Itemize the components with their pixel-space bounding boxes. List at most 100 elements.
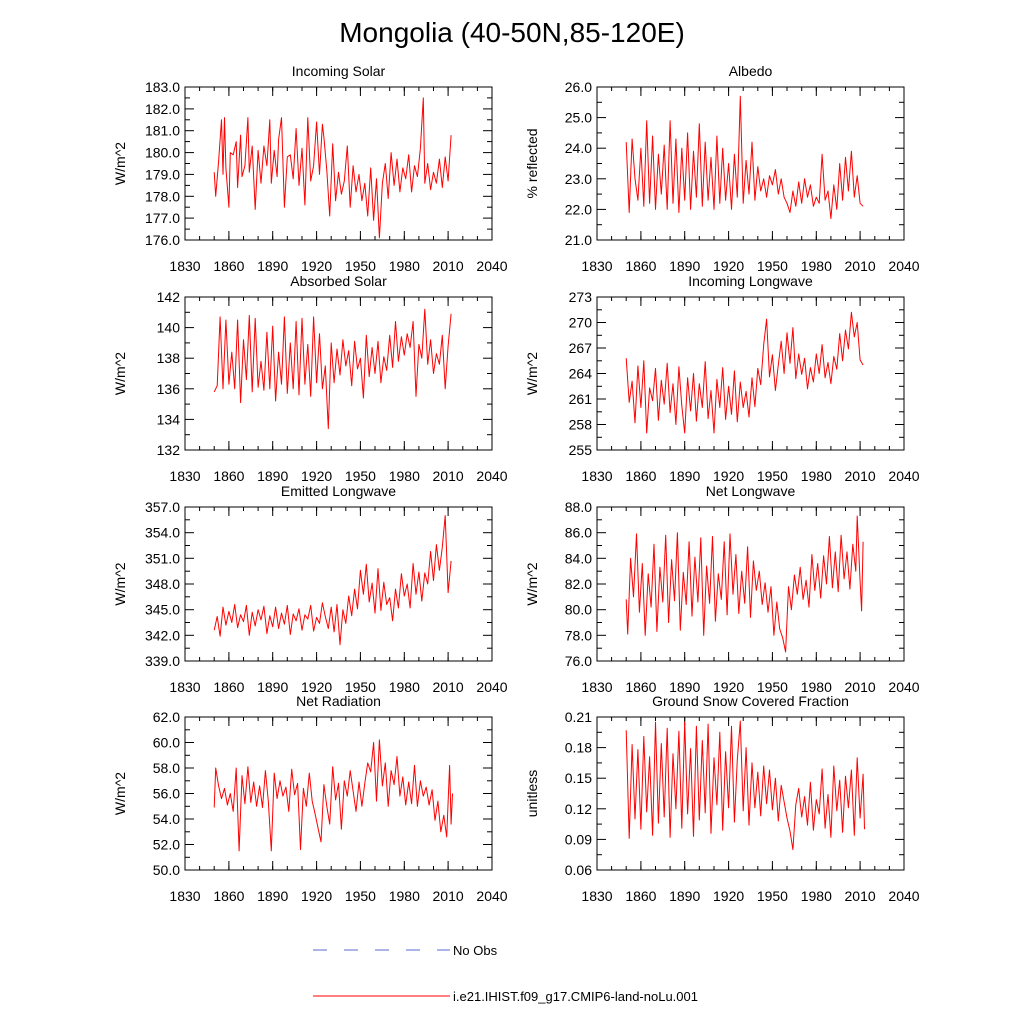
x-tick-label: 2040	[888, 888, 919, 904]
x-tick-label: 1830	[169, 258, 200, 274]
panel-4: 1830 1860 1890 1920 1950 1980 2010 2040 339.0 342…	[112, 483, 508, 695]
series-line	[213, 739, 453, 852]
y-axis-label: W/m^2	[112, 772, 128, 815]
x-tick-label: 2040	[476, 258, 507, 274]
x-tick-label: 2010	[433, 888, 464, 904]
series-line	[625, 720, 865, 851]
x-tick-label: 2010	[433, 468, 464, 484]
x-tick-label: 2040	[888, 679, 919, 695]
y-tick-label: 84.0	[565, 550, 592, 566]
panel-0: 1830 1860 1890 1920 1950 1980 2010 2040 176.0 177…	[112, 63, 508, 274]
y-tick-label: 56.0	[153, 786, 180, 802]
x-tick-label: 1920	[713, 468, 744, 484]
x-tick-label: 1860	[625, 679, 656, 695]
x-tick-label: 1980	[389, 258, 420, 274]
x-tick-label: 2010	[845, 258, 876, 274]
y-tick-label: 82.0	[565, 576, 592, 592]
x-tick-label: 1860	[213, 679, 244, 695]
x-tick-label: 1920	[301, 679, 332, 695]
y-tick-label: 264	[569, 366, 593, 382]
panel-title: Net Radiation	[296, 693, 381, 709]
y-tick-label: 178.0	[145, 188, 180, 204]
x-tick-label: 1920	[713, 679, 744, 695]
y-tick-label: 76.0	[565, 653, 592, 669]
plot-frame	[184, 296, 493, 451]
x-tick-label: 1980	[389, 888, 420, 904]
x-tick-label: 1860	[625, 888, 656, 904]
x-tick-label: 1920	[301, 468, 332, 484]
y-tick-label: 357.0	[145, 499, 180, 515]
panel-7: 1830 1860 1890 1920 1950 1980 2010 2040 0.06 0.09…	[524, 693, 920, 904]
x-tick-label: 1950	[345, 468, 376, 484]
y-tick-label: 339.0	[145, 653, 180, 669]
x-tick-label: 1980	[389, 679, 420, 695]
x-tick-label: 1980	[389, 468, 420, 484]
panel-1: 1830 1860 1890 1920 1950 1980 2010 2040 21.0 22.0…	[524, 63, 920, 274]
y-tick-label: 270	[569, 315, 593, 331]
x-tick-label: 1950	[757, 258, 788, 274]
x-tick-label: 1890	[257, 679, 288, 695]
x-tick-label: 1890	[257, 888, 288, 904]
y-tick-label: 140	[157, 320, 181, 336]
y-tick-label: 255	[569, 442, 593, 458]
x-tick-label: 1950	[757, 468, 788, 484]
plot-frame	[596, 86, 905, 241]
y-tick-label: 267	[569, 340, 593, 356]
panel-title: Ground Snow Covered Fraction	[652, 693, 849, 709]
plot-frame	[184, 716, 493, 871]
panel-2: 1830 1860 1890 1920 1950 1980 2010 2040 132 134 13…	[112, 273, 508, 484]
y-tick-label: 0.09	[565, 831, 592, 847]
panel-title: Absorbed Solar	[290, 273, 387, 289]
x-tick-label: 1830	[581, 888, 612, 904]
x-tick-label: 1860	[213, 888, 244, 904]
y-tick-label: 261	[569, 391, 593, 407]
x-tick-label: 1950	[345, 258, 376, 274]
y-tick-label: 138	[157, 350, 181, 366]
x-tick-label: 1830	[169, 679, 200, 695]
x-tick-label: 1830	[581, 468, 612, 484]
y-tick-label: 273	[569, 289, 593, 305]
y-tick-label: 183.0	[145, 79, 180, 95]
x-tick-label: 1950	[757, 888, 788, 904]
x-tick-label: 1890	[257, 258, 288, 274]
x-tick-label: 2040	[888, 258, 919, 274]
y-tick-label: 179.0	[145, 166, 180, 182]
x-tick-label: 1860	[625, 468, 656, 484]
x-tick-label: 2010	[433, 258, 464, 274]
series-line	[213, 97, 452, 239]
y-tick-label: 258	[569, 417, 593, 433]
x-tick-label: 1920	[713, 888, 744, 904]
y-tick-label: 0.21	[565, 709, 592, 725]
x-tick-label: 1830	[169, 468, 200, 484]
y-tick-label: 22.0	[565, 201, 592, 217]
x-tick-label: 1980	[801, 258, 832, 274]
plot-frame	[596, 506, 905, 662]
y-tick-label: 351.0	[145, 550, 180, 566]
y-tick-label: 88.0	[565, 499, 592, 515]
y-axis-label: W/m^2	[112, 142, 128, 185]
y-tick-label: 80.0	[565, 602, 592, 618]
y-tick-label: 86.0	[565, 525, 592, 541]
y-tick-label: 62.0	[153, 709, 180, 725]
y-tick-label: 345.0	[145, 602, 180, 618]
x-tick-label: 1890	[669, 468, 700, 484]
y-tick-label: 142	[157, 289, 181, 305]
y-axis-label: unitless	[524, 770, 540, 817]
x-tick-label: 2010	[845, 679, 876, 695]
y-tick-label: 132	[157, 442, 181, 458]
x-tick-label: 1890	[669, 679, 700, 695]
y-tick-label: 0.18	[565, 740, 592, 756]
plot-frame	[596, 296, 905, 451]
y-tick-label: 25.0	[565, 110, 592, 126]
y-tick-label: 0.06	[565, 862, 592, 878]
panel-title: Incoming Solar	[292, 63, 386, 79]
y-tick-label: 176.0	[145, 232, 180, 248]
x-tick-label: 1890	[669, 258, 700, 274]
y-tick-label: 26.0	[565, 79, 592, 95]
x-tick-label: 1860	[213, 258, 244, 274]
y-tick-label: 182.0	[145, 101, 180, 117]
y-tick-label: 21.0	[565, 232, 592, 248]
x-tick-label: 1950	[345, 679, 376, 695]
y-axis-label: W/m^2	[112, 562, 128, 605]
y-tick-label: 78.0	[565, 627, 592, 643]
